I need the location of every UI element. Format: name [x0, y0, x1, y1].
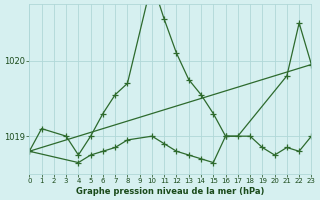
X-axis label: Graphe pression niveau de la mer (hPa): Graphe pression niveau de la mer (hPa) — [76, 187, 265, 196]
